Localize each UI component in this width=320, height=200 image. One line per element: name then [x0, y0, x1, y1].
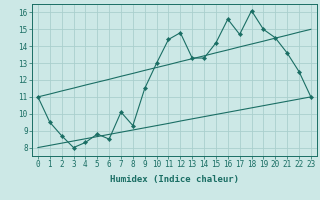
X-axis label: Humidex (Indice chaleur): Humidex (Indice chaleur) — [110, 175, 239, 184]
